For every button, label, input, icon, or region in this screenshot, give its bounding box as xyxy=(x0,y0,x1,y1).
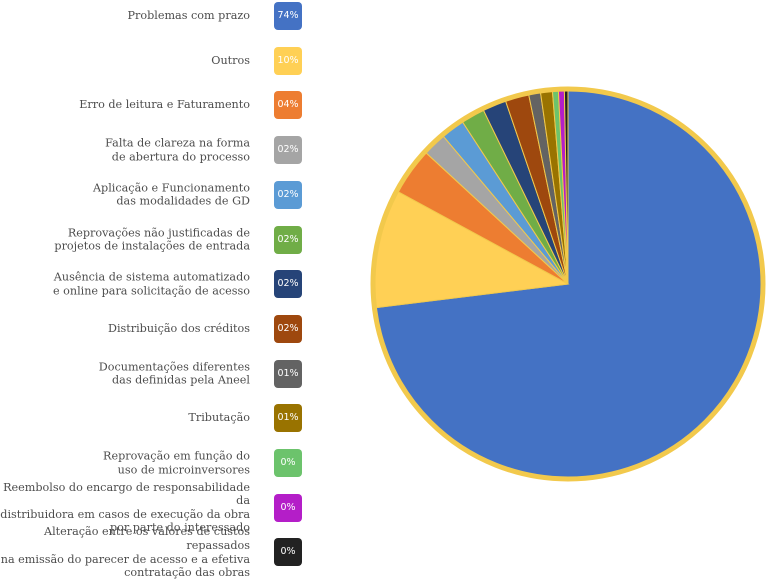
legend-item: Distribuição dos créditos 02% xyxy=(0,314,302,343)
legend-label: Reembolso do encargo de responsabilidade… xyxy=(0,480,250,535)
legend-item: Erro de leitura e Faturamento 04% xyxy=(0,91,302,120)
legend-percent-badge: 04% xyxy=(274,91,302,120)
legend-percent-badge: 0% xyxy=(274,493,302,522)
legend-item: Reprovações não justificadas de projetos… xyxy=(0,225,302,254)
legend-percent-badge: 02% xyxy=(274,180,302,209)
legend-label: Falta de clareza na forma de abertura do… xyxy=(105,136,250,164)
legend-item: Ausência de sistema automatizado e onlin… xyxy=(0,270,302,299)
legend-item: Outros 10% xyxy=(0,46,302,75)
legend-percent-badge: 10% xyxy=(274,46,302,75)
pie-outline xyxy=(370,86,766,482)
legend-label: Problemas com prazo xyxy=(127,9,250,23)
legend-label: Aplicação e Funcionamento das modalidade… xyxy=(92,181,250,208)
legend-item: Aplicação e Funcionamento das modalidade… xyxy=(0,180,302,209)
legend-label: Alteração entre os valores de custos rep… xyxy=(0,525,250,579)
legend-item: Alteração entre os valores de custos rep… xyxy=(0,525,302,579)
legend-item: Falta de clareza na forma de abertura do… xyxy=(0,136,302,165)
legend-percent-badge: 0% xyxy=(274,449,302,477)
legend-item: Reembolso do encargo de responsabilidade… xyxy=(0,481,302,534)
legend-percent-badge: 01% xyxy=(274,359,302,388)
legend-percent-badge: 02% xyxy=(274,225,302,254)
legend-item: Reprovação em função do uso de microinve… xyxy=(0,449,302,477)
legend-item: Tributação 01% xyxy=(0,404,302,433)
legend-percent-badge: 02% xyxy=(274,314,302,343)
legend-label: Tributação xyxy=(188,411,250,425)
legend-label: Outros xyxy=(211,53,250,67)
chart-legend: Problemas com prazo 74% Outros 10% Erro de l… xyxy=(0,0,310,579)
legend-label: Distribuição dos créditos xyxy=(107,322,250,336)
legend-label: Documentações diferentes das definidas p… xyxy=(98,360,250,387)
legend-label: Reprovações não justificadas de projetos… xyxy=(54,225,250,253)
legend-label: Ausência de sistema automatizado e onlin… xyxy=(52,270,250,298)
legend-percent-badge: 02% xyxy=(274,136,302,165)
legend-percent-badge: 74% xyxy=(274,2,302,30)
legend-percent-badge: 02% xyxy=(274,270,302,299)
pie-chart xyxy=(370,86,766,482)
legend-percent-badge: 0% xyxy=(274,538,302,567)
legend-percent-badge: 01% xyxy=(274,404,302,433)
legend-item: Problemas com prazo 74% xyxy=(0,2,302,30)
legend-item: Documentações diferentes das definidas p… xyxy=(0,359,302,388)
legend-label: Erro de leitura e Faturamento xyxy=(79,98,250,112)
legend-label: Reprovação em função do uso de microinve… xyxy=(103,449,250,476)
